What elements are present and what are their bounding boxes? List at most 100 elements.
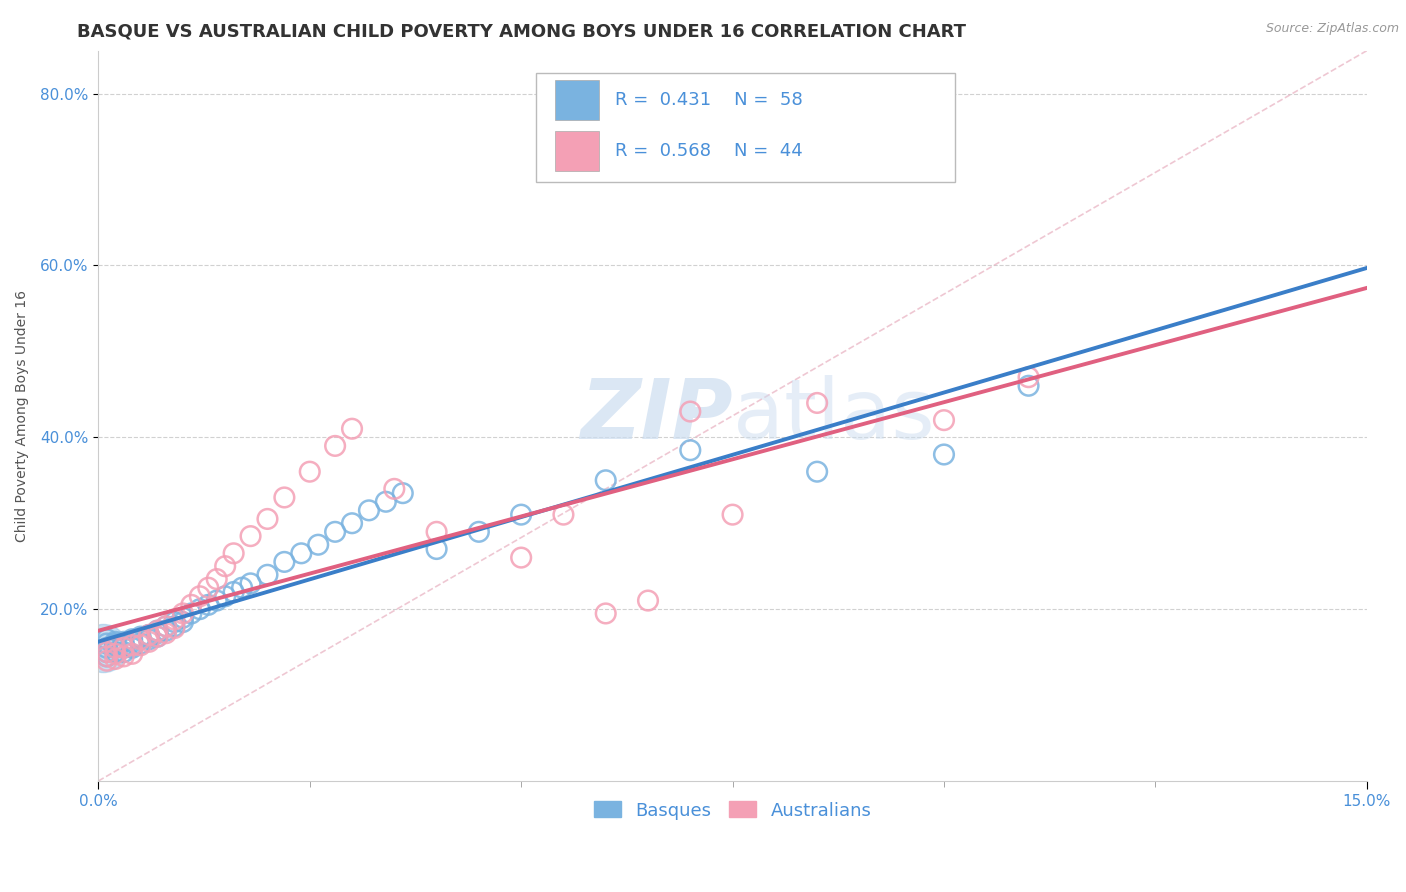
Point: [129, 632, 152, 647]
Point: [104, 638, 127, 652]
Point: [91, 640, 114, 655]
Point: [129, 638, 152, 652]
Point: [357, 503, 380, 517]
Point: [104, 647, 127, 661]
Point: [121, 632, 143, 647]
Point: [595, 607, 617, 621]
Point: [239, 576, 262, 591]
Point: [222, 585, 245, 599]
Point: [239, 529, 262, 543]
Point: [426, 524, 449, 539]
Text: BASQUE VS AUSTRALIAN CHILD POVERTY AMONG BOYS UNDER 16 CORRELATION CHART: BASQUE VS AUSTRALIAN CHILD POVERTY AMONG…: [77, 22, 966, 40]
Point: [256, 567, 278, 582]
Point: [273, 555, 295, 569]
Point: [155, 619, 177, 633]
Point: [426, 541, 449, 556]
Text: Source: ZipAtlas.com: Source: ZipAtlas.com: [1265, 22, 1399, 36]
Point: [806, 465, 828, 479]
Point: [290, 546, 312, 560]
Point: [96, 640, 118, 655]
Point: [188, 589, 211, 603]
Point: [637, 593, 659, 607]
Point: [1018, 370, 1040, 384]
FancyBboxPatch shape: [536, 72, 955, 182]
Point: [146, 624, 169, 638]
Point: [510, 550, 533, 565]
Point: [121, 647, 143, 661]
Legend: Basques, Australians: Basques, Australians: [586, 794, 879, 827]
Point: [138, 628, 160, 642]
Point: [146, 630, 169, 644]
Point: [1018, 378, 1040, 392]
Point: [121, 640, 143, 655]
Point: [96, 649, 118, 664]
Point: [214, 559, 236, 574]
Point: [121, 635, 143, 649]
Point: [112, 640, 135, 655]
Point: [214, 589, 236, 603]
Text: R =  0.568    N =  44: R = 0.568 N = 44: [614, 143, 803, 161]
Point: [104, 652, 127, 666]
Point: [96, 636, 118, 650]
Point: [468, 524, 491, 539]
Point: [197, 581, 219, 595]
Point: [138, 635, 160, 649]
Point: [129, 636, 152, 650]
Point: [155, 626, 177, 640]
Point: [96, 654, 118, 668]
Point: [222, 546, 245, 560]
Point: [138, 632, 160, 647]
Point: [163, 612, 186, 626]
Point: [180, 607, 202, 621]
Point: [172, 611, 194, 625]
Y-axis label: Child Poverty Among Boys Under 16: Child Poverty Among Boys Under 16: [15, 290, 30, 541]
Point: [298, 465, 321, 479]
FancyBboxPatch shape: [555, 131, 599, 171]
Point: [96, 632, 118, 647]
Text: atlas: atlas: [733, 376, 935, 457]
Point: [340, 422, 363, 436]
Point: [323, 524, 346, 539]
Point: [146, 630, 169, 644]
Point: [932, 413, 955, 427]
Point: [155, 619, 177, 633]
Point: [595, 473, 617, 487]
Point: [155, 624, 177, 638]
Point: [112, 645, 135, 659]
Point: [382, 482, 405, 496]
Point: [256, 512, 278, 526]
Point: [932, 448, 955, 462]
Point: [188, 602, 211, 616]
Point: [806, 396, 828, 410]
Point: [679, 443, 702, 458]
Text: R =  0.431    N =  58: R = 0.431 N = 58: [614, 91, 803, 110]
Point: [163, 615, 186, 629]
Point: [180, 598, 202, 612]
Point: [112, 638, 135, 652]
Point: [104, 640, 127, 655]
Point: [112, 640, 135, 655]
Point: [121, 638, 143, 652]
Point: [721, 508, 744, 522]
Point: [129, 632, 152, 647]
Point: [129, 630, 152, 644]
Point: [273, 491, 295, 505]
Point: [163, 621, 186, 635]
Point: [138, 628, 160, 642]
Point: [307, 538, 329, 552]
Point: [104, 635, 127, 649]
Point: [104, 640, 127, 655]
Point: [205, 593, 228, 607]
Point: [340, 516, 363, 531]
Point: [553, 508, 575, 522]
Point: [163, 619, 186, 633]
Point: [138, 630, 160, 644]
Point: [510, 508, 533, 522]
Point: [96, 645, 118, 659]
Point: [391, 486, 413, 500]
Point: [112, 635, 135, 649]
Point: [96, 649, 118, 664]
Point: [96, 645, 118, 659]
Point: [323, 439, 346, 453]
Point: [172, 615, 194, 629]
